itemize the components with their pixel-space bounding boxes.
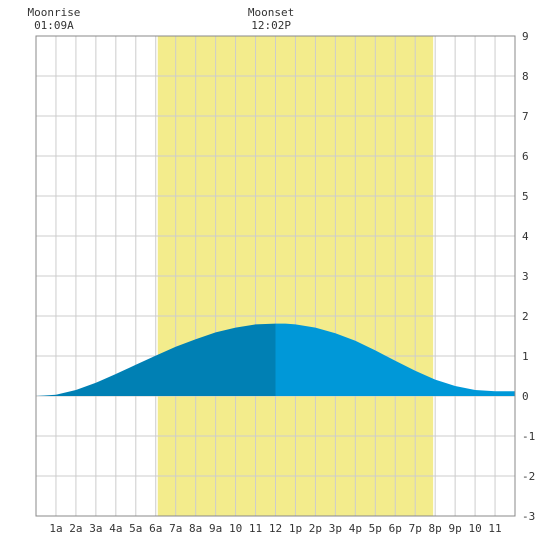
x-tick-label: 9p: [449, 522, 462, 535]
y-tick-label: 3: [522, 270, 529, 283]
y-tick-label: -2: [522, 470, 535, 483]
x-tick-label: 7p: [409, 522, 422, 535]
x-tick-label: 1a: [49, 522, 62, 535]
y-tick-label: 0: [522, 390, 529, 403]
x-tick-label: 2p: [309, 522, 322, 535]
moon-event-time: 12:02P: [251, 19, 291, 32]
y-tick-label: 1: [522, 350, 529, 363]
x-tick-label: 8a: [189, 522, 202, 535]
x-tick-label: 5p: [369, 522, 382, 535]
x-tick-label: 5a: [129, 522, 142, 535]
y-tick-label: -1: [522, 430, 535, 443]
x-tick-label: 2a: [69, 522, 82, 535]
x-tick-label: 4p: [349, 522, 362, 535]
y-tick-label: 2: [522, 310, 529, 323]
x-tick-label: 6a: [149, 522, 162, 535]
moon-event-label: Moonset: [248, 6, 294, 19]
x-tick-label: 3p: [329, 522, 342, 535]
tide-area-falling: [275, 323, 515, 396]
tide-area-rising: [36, 323, 276, 396]
moon-event-time: 01:09A: [34, 19, 74, 32]
x-tick-label: 10: [229, 522, 242, 535]
x-tick-label: 12: [269, 522, 282, 535]
x-tick-label: 1p: [289, 522, 302, 535]
plot-border: [35, 35, 516, 517]
moon-event-label: Moonrise: [27, 6, 80, 19]
x-tick-label: 9a: [209, 522, 222, 535]
x-tick-label: 8p: [429, 522, 442, 535]
x-tick-label: 10: [468, 522, 481, 535]
y-tick-label: 9: [522, 30, 529, 43]
x-tick-label: 4a: [109, 522, 122, 535]
y-tick-label: -3: [522, 510, 535, 523]
x-tick-label: 11: [249, 522, 262, 535]
x-tick-label: 11: [488, 522, 501, 535]
x-tick-label: 3a: [89, 522, 102, 535]
y-tick-label: 7: [522, 110, 529, 123]
x-tick-label: 7a: [169, 522, 182, 535]
x-tick-label: 6p: [389, 522, 402, 535]
y-tick-label: 5: [522, 190, 529, 203]
y-tick-label: 4: [522, 230, 529, 243]
y-tick-label: 8: [522, 70, 529, 83]
y-tick-label: 6: [522, 150, 529, 163]
